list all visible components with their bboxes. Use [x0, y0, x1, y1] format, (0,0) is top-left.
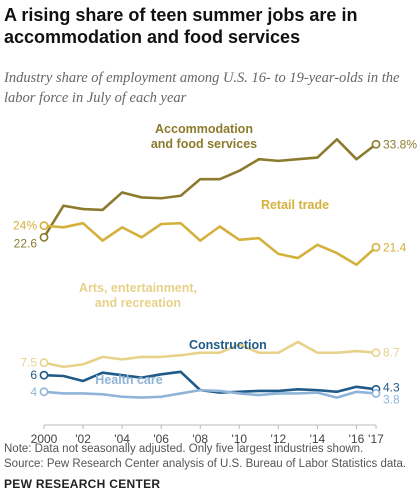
series-label-line: Retail trade	[261, 198, 329, 212]
x-tick-label: '14	[310, 432, 326, 446]
series-line-arts-entertainment-and-recreation	[42, 340, 378, 369]
chart-source: Source: Pew Research Center analysis of …	[4, 458, 407, 470]
end-point-marker	[371, 348, 381, 358]
start-point-marker	[39, 387, 49, 397]
x-axis	[43, 424, 377, 429]
series-label-line: and food services	[151, 137, 257, 151]
end-value-label: 8.7	[383, 346, 400, 360]
start-value-label: 22.6	[14, 236, 38, 250]
series-label-construction: Construction	[189, 338, 267, 352]
end-markers	[39, 139, 381, 398]
x-tick-label: '10	[231, 432, 247, 446]
x-tick-label: '17	[368, 432, 384, 446]
end-value-label: 33.8%	[383, 137, 417, 151]
series-line-health-care	[42, 388, 378, 399]
chart-subtitle: Industry share of employment among U.S. …	[4, 70, 400, 106]
chart-title: A rising share of teen summer jobs are i…	[4, 5, 358, 47]
series-label-line: Construction	[189, 338, 267, 352]
start-value-label: 24%	[13, 219, 37, 233]
start-point-marker	[39, 358, 49, 368]
series-label-line: and recreation	[95, 296, 181, 310]
x-tick-label: '08	[192, 432, 208, 446]
start-point-marker	[39, 221, 49, 231]
end-point-marker	[371, 242, 381, 252]
start-value-label: 4	[30, 385, 37, 399]
x-tick-label: '02	[75, 432, 91, 446]
series-lines	[42, 137, 378, 399]
brand-logo-text: PEW RESEARCH CENTER	[4, 477, 161, 491]
end-point-marker	[371, 389, 381, 398]
series-line-accommodation-and-food-services	[42, 137, 378, 239]
x-tick-labels: 2000 '02 '04 '06 '08 '10 '12 '14 '16'17	[31, 432, 384, 446]
end-value-label: 21.4	[383, 240, 407, 254]
series-label-line: Accommodation	[155, 122, 253, 136]
x-tick-label: '06	[153, 432, 169, 446]
x-tick-label: 2000	[31, 432, 58, 446]
start-value-label: 6	[30, 368, 37, 382]
start-point-marker	[39, 232, 49, 242]
start-point-marker	[39, 370, 49, 380]
x-tick-label: '16	[349, 432, 365, 446]
series-line-retail-trade	[42, 221, 378, 267]
chart-note: Note: Data not seasonally adjusted. Only…	[4, 443, 364, 455]
series-label-line: Health care	[95, 373, 162, 387]
x-tick-label: '12	[271, 432, 287, 446]
end-point-marker	[371, 139, 381, 149]
x-tick-label: '04	[114, 432, 130, 446]
series-label-arts-entertainment-and-recreation: Arts, entertainment, and recreation	[79, 281, 197, 310]
series-labels: Accommodation and food services Retail tra…	[79, 122, 329, 387]
series-label-retail-trade: Retail trade	[261, 198, 329, 212]
series-label-health-care: Health care	[95, 373, 162, 387]
series-label-line: Arts, entertainment,	[79, 281, 197, 295]
value-labels: 22.6 33.8% 24% 21.4 7.5 8.7 6 4.3 4 3.8	[13, 137, 417, 406]
series-label-accommodation-and-food-services: Accommodation and food services	[151, 122, 257, 151]
end-value-label: 4.3	[383, 380, 400, 394]
end-value-label: 3.8	[383, 392, 400, 406]
start-value-label: 7.5	[20, 356, 37, 370]
